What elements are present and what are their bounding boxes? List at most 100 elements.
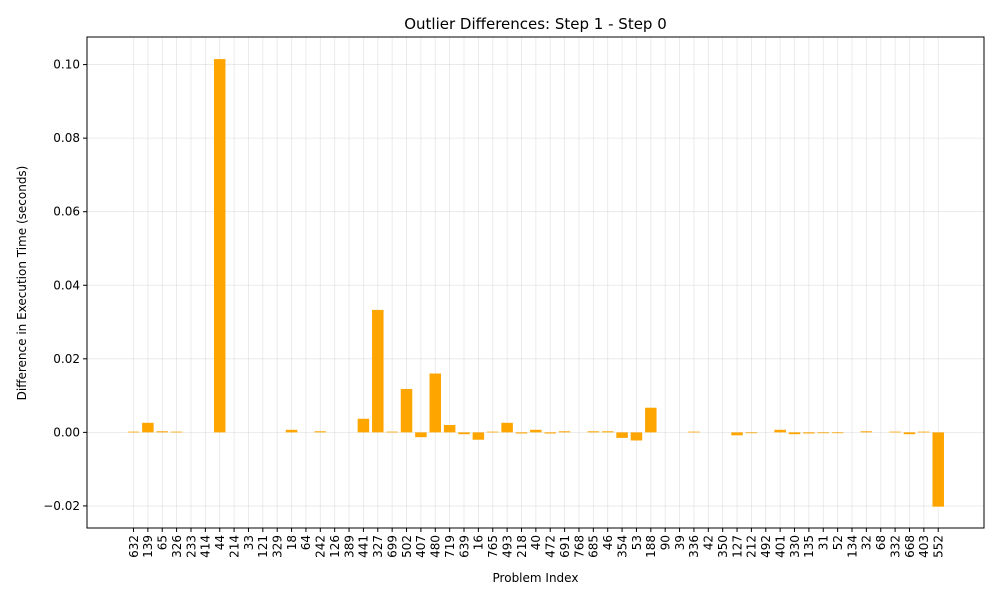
- y-tick-label: 0.02: [53, 352, 80, 366]
- bar-65: [156, 431, 168, 433]
- bar-639: [458, 432, 470, 435]
- bar-32: [860, 431, 873, 433]
- bar-765: [487, 431, 499, 433]
- x-tick-label: 42: [702, 535, 716, 550]
- x-tick-label: 139: [141, 535, 155, 558]
- bar-552: [932, 432, 944, 507]
- x-tick-label: 121: [256, 535, 270, 558]
- x-tick-label: 16: [472, 535, 486, 550]
- bar-46: [601, 431, 614, 433]
- bar-480: [429, 373, 442, 433]
- chart-title: Outlier Differences: Step 1 - Step 0: [404, 15, 667, 33]
- x-tick-label: 685: [587, 535, 601, 558]
- x-tick-label: 639: [457, 535, 471, 558]
- bars-layer: [127, 59, 944, 507]
- x-tick-label: 472: [544, 535, 558, 558]
- x-axis-label: Problem Index: [493, 571, 579, 585]
- x-tick-label: 126: [328, 535, 342, 558]
- bar-502: [400, 388, 413, 433]
- bar-685: [587, 431, 600, 433]
- bar-699: [386, 431, 398, 433]
- x-tick-label: 768: [572, 535, 586, 558]
- x-tick-label: 242: [314, 535, 328, 558]
- bar-53: [630, 432, 643, 441]
- bar-332: [889, 431, 901, 433]
- x-tick-label: 480: [429, 535, 443, 558]
- grid-layer: [87, 37, 984, 528]
- bar-493: [501, 422, 513, 433]
- bar-18: [285, 429, 298, 433]
- y-tick-label: −0.02: [43, 499, 80, 513]
- bar-40: [530, 429, 542, 433]
- bar-336: [688, 431, 700, 433]
- x-tick-label: 327: [371, 535, 385, 558]
- x-tick-label: 40: [529, 535, 543, 550]
- x-tick-label: 46: [601, 535, 615, 550]
- x-tick-label: 407: [414, 535, 428, 558]
- x-tick-label: 668: [903, 535, 917, 558]
- x-tick-label: 233: [184, 535, 198, 558]
- x-tick-label: 33: [242, 535, 256, 550]
- bar-135: [803, 432, 815, 434]
- x-tick-label: 31: [817, 535, 831, 550]
- x-tick-label: 134: [845, 535, 859, 558]
- bar-719: [443, 425, 456, 433]
- bar-401: [774, 429, 786, 433]
- x-tick-label: 389: [342, 535, 356, 558]
- y-tick-label: 0.08: [53, 131, 80, 145]
- bar-668: [903, 432, 916, 435]
- x-tick-label: 53: [630, 535, 644, 550]
- x-tick-label: 44: [213, 535, 227, 550]
- x-tick-label: 65: [156, 535, 170, 550]
- bar-242: [314, 431, 327, 433]
- x-tick-label: 188: [644, 535, 658, 558]
- x-tick-label: 212: [745, 535, 759, 558]
- x-tick-label: 350: [716, 535, 730, 558]
- x-tick-label: 354: [615, 535, 629, 558]
- x-tick-label: 18: [285, 535, 299, 550]
- x-tick-label: 336: [687, 535, 701, 558]
- x-tick-label: 765: [486, 535, 500, 558]
- x-axis: 632 139 65 326 233 414 44 214 33 121 329 18 64 242 126…: [127, 528, 946, 558]
- x-tick-label: 90: [658, 535, 672, 550]
- x-tick-label: 135: [802, 535, 816, 558]
- y-tick-label: 0.06: [53, 205, 80, 219]
- bar-632: [127, 431, 140, 433]
- x-tick-label: 403: [917, 535, 931, 558]
- x-tick-label: 414: [199, 535, 213, 558]
- y-tick-label: 0.04: [53, 278, 80, 292]
- x-tick-label: 329: [271, 535, 285, 558]
- x-tick-label: 64: [299, 535, 313, 550]
- x-tick-label: 441: [357, 535, 371, 558]
- x-tick-label: 218: [515, 535, 529, 558]
- x-tick-label: 552: [932, 535, 946, 558]
- bar-691: [558, 431, 571, 433]
- x-tick-label: 68: [874, 535, 888, 550]
- x-tick-label: 719: [443, 535, 457, 558]
- bar-327: [372, 309, 384, 433]
- bar-44: [213, 59, 226, 433]
- bar-139: [142, 422, 154, 433]
- bar-330: [788, 432, 801, 435]
- x-tick-label: 401: [773, 535, 787, 558]
- bar-407: [415, 432, 427, 438]
- bar-188: [645, 407, 657, 433]
- bar-326: [170, 431, 183, 433]
- bar-52: [831, 432, 844, 434]
- x-tick-label: 52: [831, 535, 845, 550]
- bar-31: [817, 432, 830, 434]
- x-tick-label: 127: [730, 535, 744, 558]
- bar-127: [731, 432, 743, 436]
- x-tick-label: 492: [759, 535, 773, 558]
- y-tick-label: 0.10: [53, 58, 80, 72]
- bar-354: [616, 432, 628, 438]
- x-tick-label: 502: [400, 535, 414, 558]
- bar-472: [544, 432, 556, 434]
- bar-212: [745, 432, 758, 434]
- x-tick-label: 699: [385, 535, 399, 558]
- x-tick-label: 632: [127, 535, 141, 558]
- bar-441: [357, 418, 370, 433]
- bar-403: [918, 431, 930, 433]
